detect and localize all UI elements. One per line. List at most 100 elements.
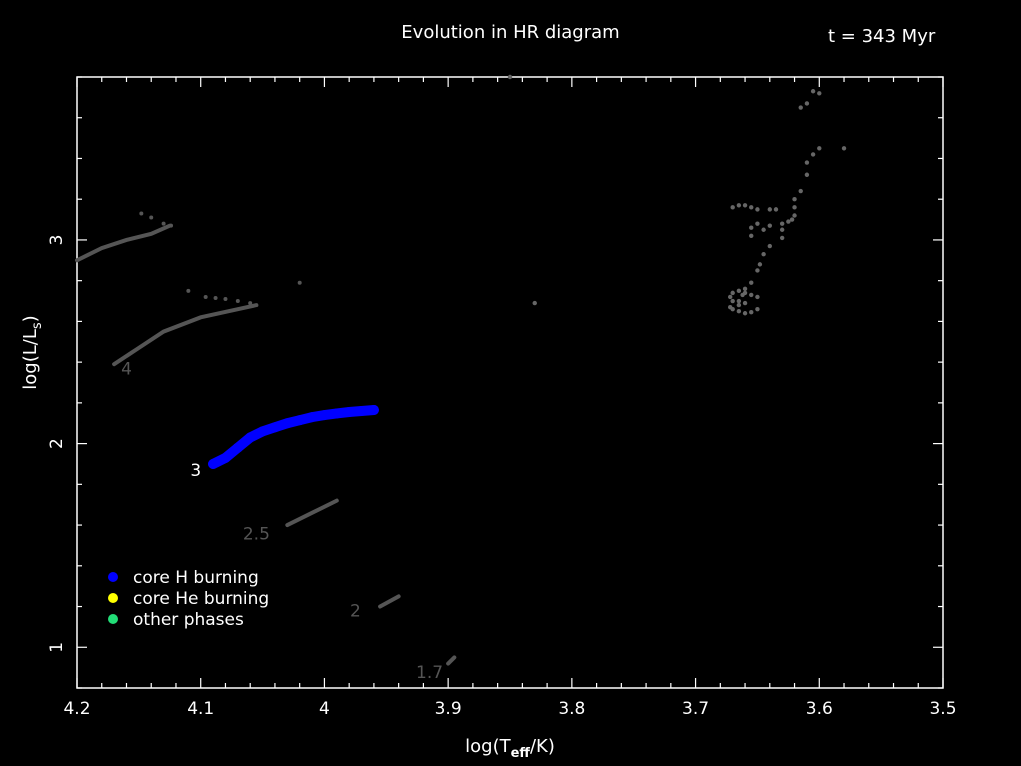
giant-point <box>742 286 748 292</box>
core-h-point <box>282 418 293 429</box>
x-tick-label: 3.6 <box>806 699 833 719</box>
x-tick-label: 3.9 <box>435 699 462 719</box>
giant-point <box>761 251 766 257</box>
track-point <box>186 288 191 293</box>
time-label: t = 343 Myr <box>828 26 936 47</box>
track-label-2.5: 2.5 <box>243 524 270 544</box>
x-tick-label: 3.7 <box>682 699 709 719</box>
core-h-track <box>208 404 379 469</box>
giant-point <box>798 105 803 110</box>
track-label-2: 2 <box>350 602 361 622</box>
giant-point <box>757 262 763 267</box>
legend-marker <box>108 614 118 624</box>
giant-point <box>792 197 797 202</box>
giant-point <box>779 227 785 232</box>
x-tick-label: 4.1 <box>187 699 214 719</box>
giant-point <box>749 225 754 230</box>
giant-point <box>755 268 760 273</box>
giant-point <box>804 172 810 177</box>
giant-point <box>749 310 754 315</box>
track-point <box>248 301 253 306</box>
core-h-point <box>344 407 355 418</box>
x-tick-label: 3.8 <box>558 699 585 719</box>
core-h-point <box>208 458 219 469</box>
track-label-1.7: 1.7 <box>416 663 443 683</box>
giant-point <box>810 152 816 157</box>
giant-point <box>755 306 760 312</box>
core-h-point <box>257 426 268 437</box>
track-point <box>161 221 166 226</box>
giant-point <box>810 89 816 94</box>
x-tick-label: 4.2 <box>63 699 90 719</box>
giant-point <box>767 207 772 212</box>
giant-point <box>742 290 748 296</box>
giant-point <box>841 146 847 151</box>
giant-point <box>749 292 754 298</box>
track-line-3.5 <box>112 303 259 367</box>
giant-branch-points <box>507 74 847 316</box>
giant-point <box>817 146 822 151</box>
giant-point <box>755 294 760 300</box>
giant-point <box>749 280 754 285</box>
core-h-point <box>307 412 318 423</box>
giant-point <box>779 221 785 226</box>
axis-ticks: 4.2 4.1 4 3.9 3.8 3.7 3.6 3.5 1 2 3 <box>47 76 957 719</box>
legend-label: core H burning <box>133 568 259 588</box>
core-h-point <box>245 432 256 443</box>
giant-point <box>755 207 760 212</box>
y-tick-label: 1 <box>47 642 67 653</box>
giant-point <box>730 290 735 296</box>
core-h-point <box>356 406 367 417</box>
core-h-point <box>368 404 379 415</box>
giant-point <box>749 233 754 239</box>
track-point <box>149 215 154 220</box>
track-point <box>297 280 302 285</box>
legend-marker <box>108 572 118 582</box>
giant-point <box>786 219 791 224</box>
track-label-3: 3 <box>190 461 201 481</box>
track-point <box>203 294 208 299</box>
core-h-point <box>232 442 243 453</box>
track-labels: 4 3 2.5 2 1.7 <box>121 359 443 682</box>
track-point <box>169 223 174 228</box>
core-h-point <box>319 410 330 421</box>
giant-point <box>736 302 742 308</box>
giant-point <box>728 294 733 300</box>
track-line-1.7 <box>446 655 457 666</box>
core-h-point <box>269 422 280 433</box>
giant-point <box>736 203 742 208</box>
y-tick-label: 3 <box>47 235 67 246</box>
giant-point <box>761 227 766 232</box>
giant-point <box>749 205 754 210</box>
giant-point <box>798 188 803 194</box>
track-point <box>139 211 144 216</box>
y-axis-label: log(L/Ls) <box>20 315 45 389</box>
giant-point <box>730 205 735 210</box>
giant-point <box>742 311 748 316</box>
giant-point <box>742 203 748 208</box>
giant-point <box>804 160 810 165</box>
core-h-series <box>208 404 379 469</box>
core-h-point <box>220 452 231 463</box>
track-label-4: 4 <box>121 359 132 379</box>
giant-point <box>773 207 779 212</box>
giant-point <box>532 300 537 306</box>
giant-point <box>767 243 772 249</box>
chart-title: Evolution in HR diagram <box>401 22 620 43</box>
giant-point <box>804 101 810 106</box>
core-h-point <box>294 415 305 426</box>
track-point <box>213 295 218 300</box>
y-tick-label: 2 <box>47 438 67 449</box>
giant-point <box>736 288 742 294</box>
giant-point <box>736 309 742 314</box>
giant-point <box>789 217 795 222</box>
giant-point <box>736 298 742 304</box>
giant-point <box>730 298 735 304</box>
giant-point <box>730 306 735 312</box>
giant-point <box>507 74 513 80</box>
giant-point <box>792 213 797 218</box>
giant-point <box>817 91 822 96</box>
giant-point <box>742 300 748 306</box>
track-line-2 <box>378 594 401 609</box>
